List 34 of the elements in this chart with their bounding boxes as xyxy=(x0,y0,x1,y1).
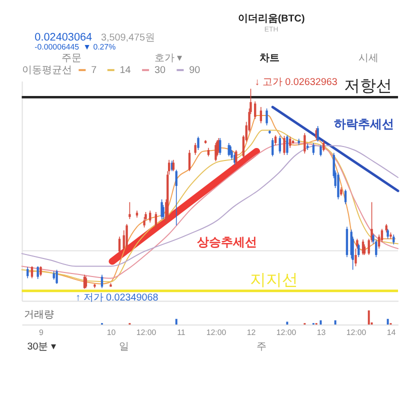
text: 0.02403064 xyxy=(34,31,92,44)
ref-line-label: 저항선 xyxy=(344,78,392,96)
x-tick-label: 12 xyxy=(246,328,256,337)
x-tick-label: 12:00 xyxy=(276,328,297,337)
x-tick-label: 14 xyxy=(386,328,396,337)
legend-label: 7 xyxy=(91,65,97,76)
x-tick-label: 13 xyxy=(316,328,326,337)
chart-title: 거래량 xyxy=(24,310,54,321)
x-tick-label: 9 xyxy=(39,328,44,337)
ref-line-label: 지지선 xyxy=(250,272,298,289)
annotation: ↓ 고가 0.02632963 xyxy=(254,76,338,88)
legend-label: 90 xyxy=(189,65,201,76)
legend-title: 이동평균선 xyxy=(22,65,72,76)
text: -0.00006445 xyxy=(34,42,80,52)
text: 호가 ▾ xyxy=(154,53,182,64)
text: 주 xyxy=(256,341,266,352)
legend-label: 30 xyxy=(154,65,166,76)
x-tick-label: 12:00 xyxy=(136,328,157,337)
chart-title: 이더리움(BTC) xyxy=(238,14,305,25)
x-tick-label: 10 xyxy=(106,328,116,337)
annotation: ↑ 저가 0.02349068 xyxy=(76,292,159,304)
text: 시세 xyxy=(358,53,378,64)
text: 상승추세선 xyxy=(196,234,257,249)
text: 일 xyxy=(118,341,129,352)
x-tick-label: 12:00 xyxy=(346,328,367,337)
text: 3,509,475원 xyxy=(100,32,156,44)
x-tick-label: 11 xyxy=(177,328,186,337)
x-tick-label: 12:00 xyxy=(206,328,227,337)
legend-label: 14 xyxy=(120,65,132,76)
text: 30분 ▾ xyxy=(27,341,56,352)
text: ▼ 0.27% xyxy=(83,42,116,52)
series-label: 하락추세선 xyxy=(334,117,394,132)
text: 주문 xyxy=(61,53,82,64)
text: 차트 xyxy=(259,53,280,64)
